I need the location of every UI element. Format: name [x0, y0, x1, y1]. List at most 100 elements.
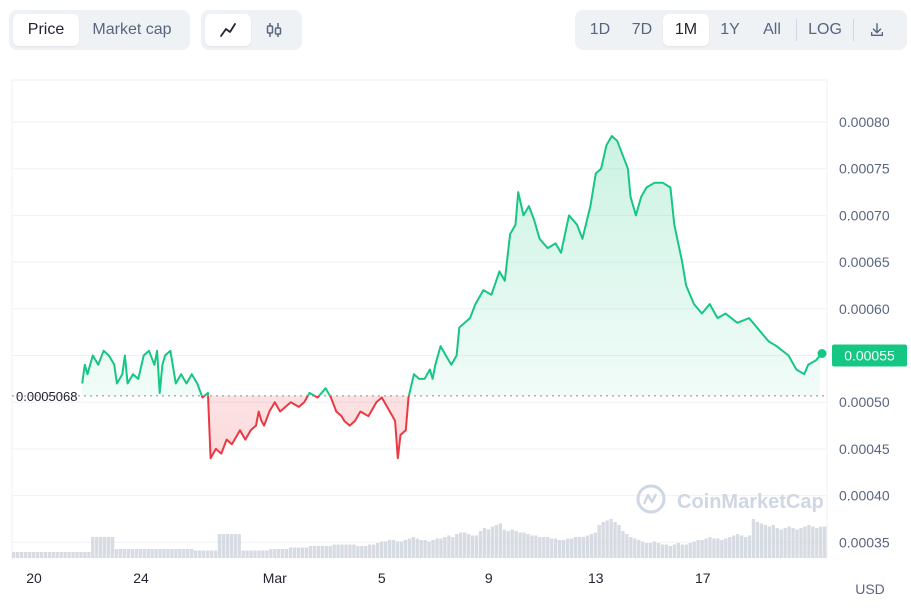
volume-bar — [819, 526, 823, 558]
tab-market-cap[interactable]: Market cap — [92, 21, 172, 38]
currency-label: USD — [855, 581, 885, 597]
volume-bar — [146, 549, 150, 558]
candlestick-icon — [266, 23, 282, 37]
volume-bar — [728, 537, 732, 558]
volume-bar — [431, 540, 435, 558]
volume-bar — [372, 544, 376, 558]
volume-bar — [332, 544, 336, 558]
price-line-down — [200, 395, 410, 460]
volume-bar — [312, 546, 317, 558]
volume-bar — [645, 543, 649, 558]
volume-bar — [126, 549, 131, 558]
range-1m-button[interactable]: 1M — [663, 14, 709, 46]
volume-bar — [348, 544, 352, 558]
volume-bar — [708, 537, 712, 558]
volume-bar — [736, 534, 740, 558]
volume-bar — [47, 552, 51, 558]
volume-bar — [114, 549, 119, 558]
volume-bar — [368, 544, 372, 558]
volume-bar — [221, 534, 226, 558]
current-price-label: 0.00055 — [844, 348, 895, 364]
volume-bar — [593, 532, 597, 558]
range-1y-button[interactable]: 1Y — [720, 21, 740, 38]
volume-bar — [617, 525, 621, 558]
volume-bar — [284, 549, 289, 558]
price-area-up — [82, 136, 820, 396]
volume-bar — [601, 522, 605, 558]
volume-bar — [83, 552, 87, 558]
line-chart-button[interactable] — [205, 14, 251, 46]
volume-bar — [197, 550, 202, 558]
volume-bar — [265, 550, 269, 558]
volume-bar — [455, 534, 459, 558]
volume-bar — [320, 546, 324, 558]
volume-bar — [39, 552, 44, 558]
volume-bar — [688, 543, 692, 558]
volume-bar — [546, 537, 550, 558]
volume-bar — [360, 546, 364, 558]
volume-bar — [502, 529, 506, 558]
line-chart-icon — [220, 23, 236, 37]
candlestick-button[interactable] — [251, 14, 297, 46]
volume-bar — [67, 552, 71, 558]
range-group: 1D 7D 1M 1Y All LOG — [575, 10, 907, 50]
y-axis: 0.000350.000400.000450.000500.000550.000… — [839, 114, 890, 550]
volume-bar — [775, 528, 779, 558]
volume-bar — [364, 546, 368, 558]
volume-bar — [494, 525, 499, 558]
volume-bar — [439, 538, 443, 558]
volume-bar — [716, 538, 720, 558]
download-button[interactable] — [857, 14, 897, 46]
volume-bar — [193, 550, 198, 558]
volume-bar — [498, 523, 502, 558]
volume-bar — [15, 552, 20, 558]
volume-bar — [281, 549, 285, 558]
volume-bar — [803, 526, 807, 558]
volume-bar — [411, 537, 415, 558]
volume-bar — [336, 544, 340, 558]
y-tick-label: 0.00070 — [839, 207, 890, 223]
price-area-down — [201, 395, 409, 459]
volume-bar — [692, 541, 696, 558]
volume-bar — [352, 544, 356, 558]
volume-bar — [613, 522, 617, 558]
volume-bar — [463, 532, 467, 558]
range-all-button[interactable]: All — [763, 21, 781, 38]
log-scale-button[interactable]: LOG — [808, 21, 842, 38]
volume-bars — [12, 519, 827, 558]
volume-bar — [506, 531, 510, 558]
volume-bar — [162, 549, 166, 558]
volume-bar — [767, 526, 772, 558]
volume-bar — [625, 534, 629, 558]
volume-bar — [403, 540, 408, 558]
volume-bar — [557, 540, 562, 558]
volume-bar — [470, 535, 475, 558]
volume-bar — [241, 550, 245, 558]
volume-bar — [213, 550, 218, 558]
range-7d-button[interactable]: 7D — [631, 21, 653, 38]
volume-bar — [486, 529, 491, 558]
x-tick-label: 13 — [588, 570, 604, 586]
volume-bar — [466, 534, 471, 558]
volume-bar — [739, 535, 744, 558]
volume-bar — [383, 541, 388, 558]
range-1d-button[interactable]: 1D — [589, 21, 611, 38]
volume-bar — [656, 543, 661, 558]
tab-price[interactable]: Price — [13, 14, 79, 46]
x-tick-label: 17 — [695, 570, 711, 586]
volume-bar — [569, 538, 574, 558]
volume-bar — [71, 552, 75, 558]
volume-bar — [755, 522, 760, 558]
volume-bar — [526, 534, 530, 558]
volume-bar — [209, 550, 214, 558]
current-price-tag: 0.00055 — [817, 344, 907, 367]
volume-bar — [245, 550, 249, 558]
volume-bar — [27, 552, 32, 558]
y-tick-label: 0.00060 — [839, 301, 890, 317]
volume-bar — [288, 547, 293, 558]
volume-bar — [565, 538, 570, 558]
volume-bar — [704, 538, 708, 558]
y-tick-label: 0.00040 — [839, 488, 890, 504]
volume-bar — [375, 543, 380, 558]
